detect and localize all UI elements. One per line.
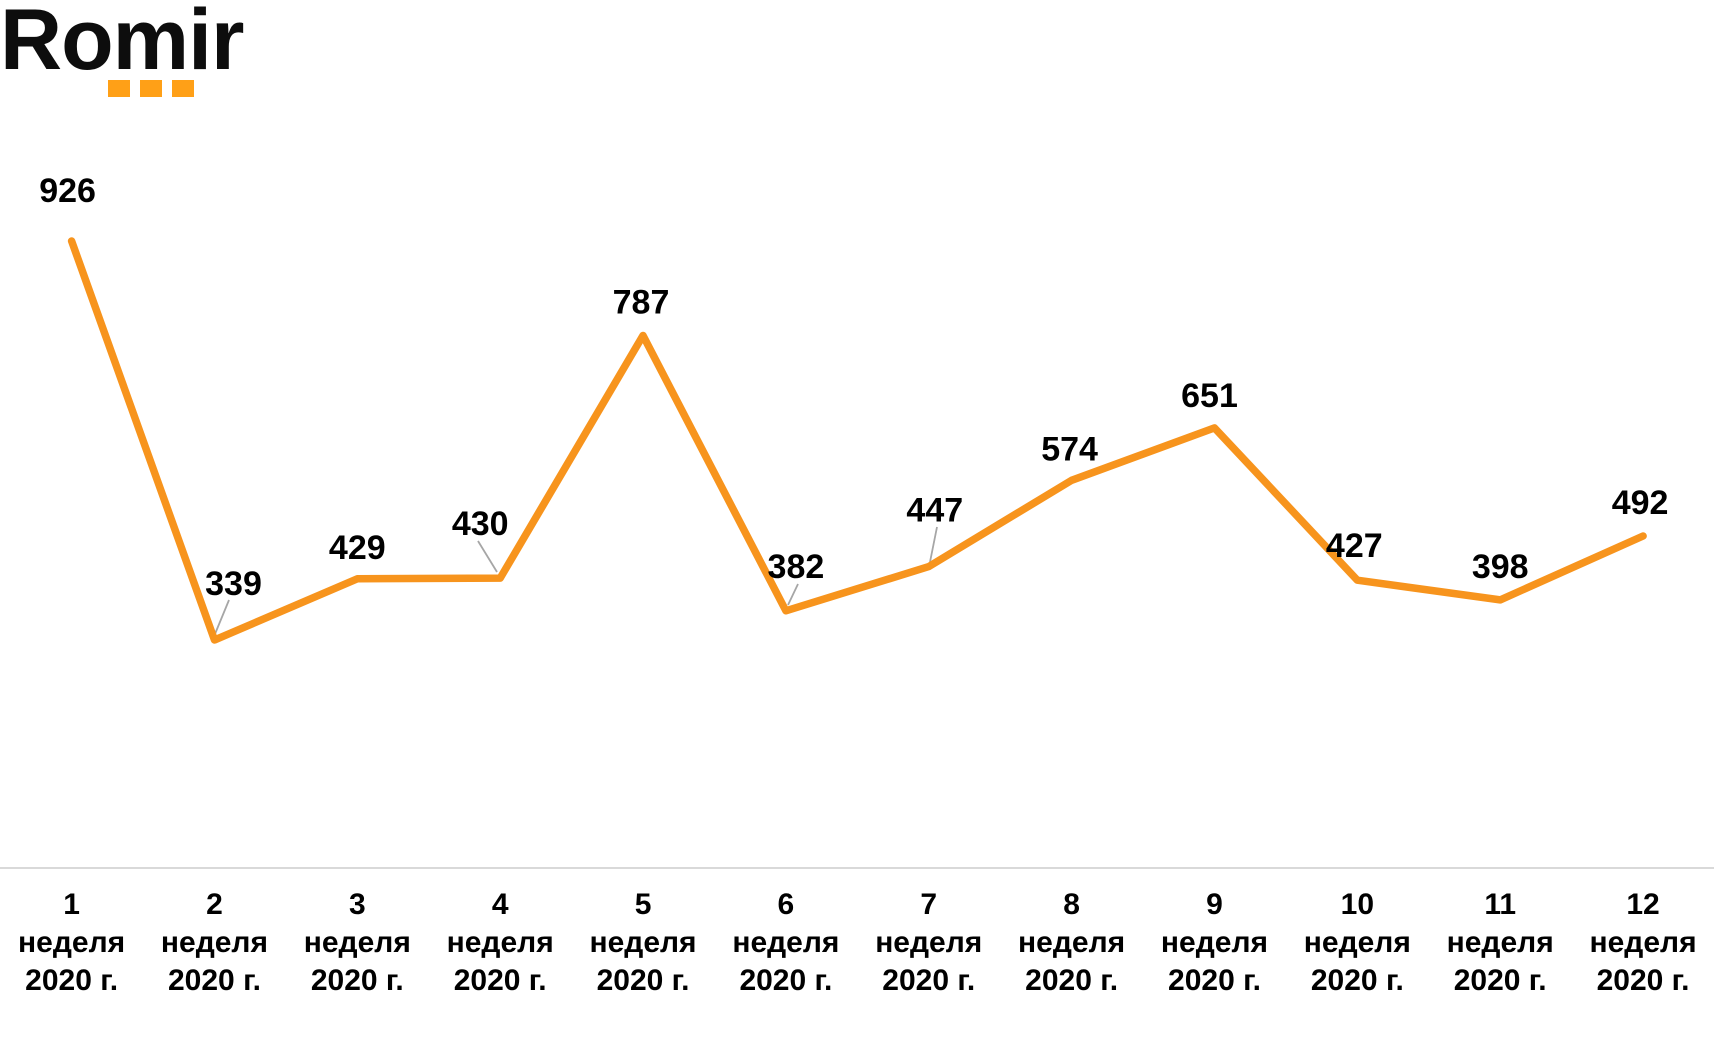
x-axis-label-line: неделя [303, 926, 411, 959]
data-label: 492 [1612, 484, 1669, 522]
x-axis-label-line: 2 [206, 888, 223, 921]
x-axis-label-line: неделя [1018, 926, 1126, 959]
x-axis-label-line: 2020 г. [1310, 964, 1404, 997]
x-axis-label-line: 9 [1206, 888, 1223, 921]
data-label: 926 [39, 172, 96, 210]
x-axis-label-line: неделя [875, 926, 983, 959]
x-axis-label: 6 неделя 2020 г. [701, 886, 871, 1000]
x-axis-label: 7 неделя 2020 г. [844, 886, 1014, 1000]
x-axis-label: 1 неделя 2020 г. [0, 886, 157, 1000]
data-label: 447 [906, 492, 963, 530]
data-label: 382 [768, 548, 825, 586]
x-axis-label-line: 3 [348, 888, 366, 921]
x-axis-label-line: 5 [634, 888, 652, 921]
x-axis-label-line: неделя [160, 926, 268, 959]
x-axis-label: 2 неделя 2020 г. [129, 886, 299, 1000]
x-axis-label-line: 1 [63, 888, 80, 921]
x-axis-label-line: 8 [1063, 888, 1080, 921]
x-axis-label-line: 2020 г. [739, 964, 833, 997]
label-leader-line [477, 540, 498, 573]
romir-logo: Romir [0, 0, 300, 110]
label-leader-line [929, 526, 938, 563]
romir-logo-text: Romir [0, 0, 244, 88]
x-axis-label-line: 2020 г. [1168, 964, 1261, 997]
x-axis-label-line: 2020 г. [25, 964, 119, 997]
x-axis-label-line: 7 [920, 888, 938, 921]
x-axis-label-line: неделя [1446, 926, 1554, 959]
x-axis-label-line: 2020 г. [310, 964, 404, 997]
data-label: 429 [329, 529, 386, 567]
x-axis-label: 11 неделя 2020 г. [1415, 886, 1585, 1000]
logo-dot [108, 80, 130, 97]
x-axis-label: 3 неделя 2020 г. [272, 886, 442, 1000]
data-label: 339 [205, 565, 262, 603]
x-axis-label-line: 12 [1626, 888, 1660, 921]
x-axis-label-line: 11 [1484, 888, 1517, 921]
x-axis-label-line: неделя [18, 926, 126, 959]
x-axis-label-line: неделя [732, 926, 840, 959]
label-leader-line [787, 583, 799, 606]
x-axis-label-line: 6 [777, 888, 795, 921]
x-axis-label-line: 2020 г. [168, 964, 261, 997]
x-axis-label: 5 неделя 2020 г. [558, 886, 728, 1000]
x-axis-label: 10 неделя 2020 г. [1272, 886, 1442, 1000]
x-axis-label-line: неделя [446, 926, 554, 959]
x-axis-label: 12 неделя 2020 г. [1558, 886, 1714, 1000]
x-axis-label: 4 неделя 2020 г. [415, 886, 585, 1000]
romir-logo-dots [108, 80, 194, 97]
x-axis-label-line: 2020 г. [453, 964, 547, 997]
x-axis-label-line: неделя [589, 926, 697, 959]
x-axis-label-line: 2020 г. [1596, 964, 1690, 997]
x-axis-label: 8 неделя 2020 г. [987, 886, 1157, 1000]
x-axis-label-line: неделя [1160, 926, 1269, 959]
series-line [67, 237, 1647, 644]
data-label: 427 [1326, 527, 1383, 565]
data-label: 651 [1181, 377, 1238, 415]
data-label: 430 [452, 505, 509, 543]
data-label: 398 [1472, 548, 1529, 586]
x-axis-label-line: 2020 г. [1453, 964, 1547, 997]
x-axis-label-line: неделя [1589, 926, 1697, 959]
data-label: 574 [1041, 430, 1098, 468]
logo-dot [140, 80, 162, 97]
data-label: 787 [613, 284, 670, 322]
logo-dot [172, 80, 194, 97]
x-axis-label-line: 2020 г. [882, 964, 976, 997]
x-axis-label-line: 10 [1340, 888, 1375, 921]
x-axis-label-line: 4 [491, 888, 509, 921]
x-axis-labels: 1 неделя 2020 г. 2 неделя 2020 г. 3 неделя 2020 … [0, 886, 1714, 1006]
x-axis-label-line: 2020 г. [1025, 964, 1119, 997]
x-axis-label-line: 2020 г. [596, 964, 690, 997]
x-axis-label-line: неделя [1303, 926, 1411, 959]
x-axis-label: 9 неделя 2020 г. [1129, 886, 1299, 1000]
label-leader-line [214, 599, 230, 635]
